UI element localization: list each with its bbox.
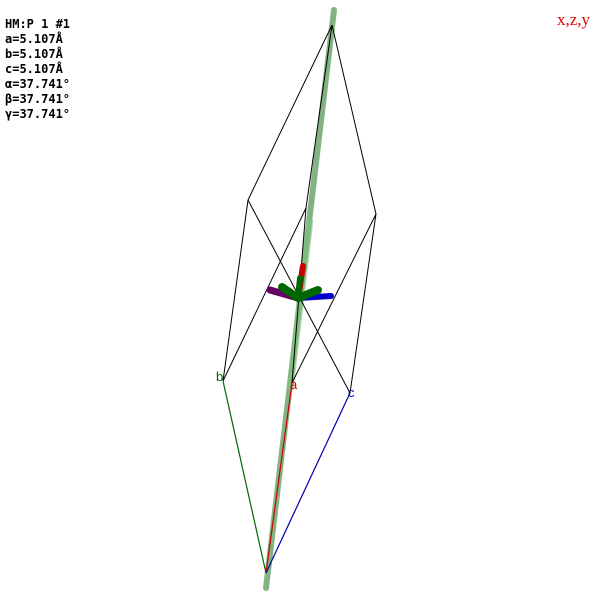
arrow-green-2 <box>294 286 322 302</box>
axis-c-line <box>265 392 351 574</box>
cell-edge <box>222 199 249 382</box>
cell-angle-gamma: γ=37.741° <box>5 107 71 121</box>
axis-b-label: b <box>216 369 223 384</box>
cell-edge <box>331 24 377 215</box>
axis-b-line <box>222 380 267 574</box>
cell-edge <box>291 213 377 384</box>
axis-a-line <box>265 382 293 574</box>
symmetry-operation-label: x,z,y <box>556 10 590 29</box>
cell-edge <box>305 24 333 209</box>
cell-length-c: c=5.107Å <box>5 62 63 76</box>
cell-edge <box>222 207 307 382</box>
unit-cell-info: HM:P 1 #1 a=5.107Å b=5.107Å c=5.107Å α=3… <box>5 17 70 122</box>
space-group-label: HM:P 1 #1 <box>5 17 71 31</box>
axis-a-label: a <box>290 377 298 392</box>
cell-edge <box>349 213 377 394</box>
arrow-green-3 <box>295 275 303 301</box>
symmetry-arrows <box>266 263 334 302</box>
cell-angle-alpha: α=37.741° <box>5 77 71 91</box>
cell-length-a: a=5.107Å <box>5 32 63 46</box>
axis-c-label: c <box>348 385 355 400</box>
cell-angle-beta: β=37.741° <box>5 92 71 106</box>
cell-edge <box>247 24 333 201</box>
cell-length-b: b=5.107Å <box>5 47 63 61</box>
